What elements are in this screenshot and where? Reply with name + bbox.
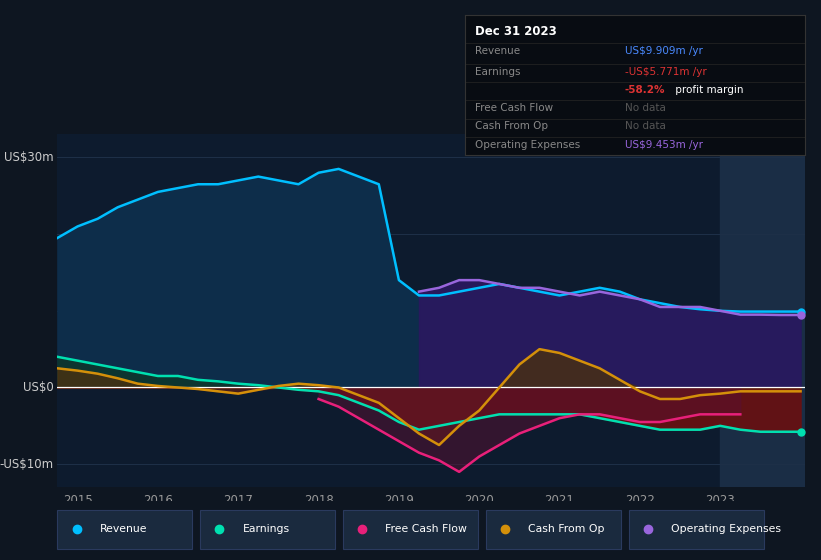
Text: Operating Expenses: Operating Expenses <box>671 524 781 534</box>
Text: -US$5.771m /yr: -US$5.771m /yr <box>625 67 707 77</box>
Text: US$9.909m /yr: US$9.909m /yr <box>625 46 703 56</box>
Text: US$9.453m /yr: US$9.453m /yr <box>625 139 703 150</box>
Bar <box>720 134 805 487</box>
Text: -58.2%: -58.2% <box>625 85 665 95</box>
FancyBboxPatch shape <box>200 510 335 549</box>
Text: Cash From Op: Cash From Op <box>475 122 548 132</box>
Text: -US$10m: -US$10m <box>0 458 53 471</box>
Text: Free Cash Flow: Free Cash Flow <box>475 103 553 113</box>
Text: Earnings: Earnings <box>475 67 521 77</box>
Text: profit margin: profit margin <box>672 85 744 95</box>
Text: Revenue: Revenue <box>475 46 521 56</box>
Text: No data: No data <box>625 122 666 132</box>
FancyBboxPatch shape <box>486 510 621 549</box>
Text: US$0: US$0 <box>23 381 53 394</box>
Text: Earnings: Earnings <box>243 524 290 534</box>
Text: US$30m: US$30m <box>4 151 53 164</box>
Text: Revenue: Revenue <box>100 524 148 534</box>
Text: Dec 31 2023: Dec 31 2023 <box>475 25 557 38</box>
Text: No data: No data <box>625 103 666 113</box>
Text: Operating Expenses: Operating Expenses <box>475 139 580 150</box>
FancyBboxPatch shape <box>343 510 478 549</box>
Text: Free Cash Flow: Free Cash Flow <box>385 524 467 534</box>
FancyBboxPatch shape <box>57 510 192 549</box>
Text: Cash From Op: Cash From Op <box>528 524 605 534</box>
FancyBboxPatch shape <box>629 510 764 549</box>
